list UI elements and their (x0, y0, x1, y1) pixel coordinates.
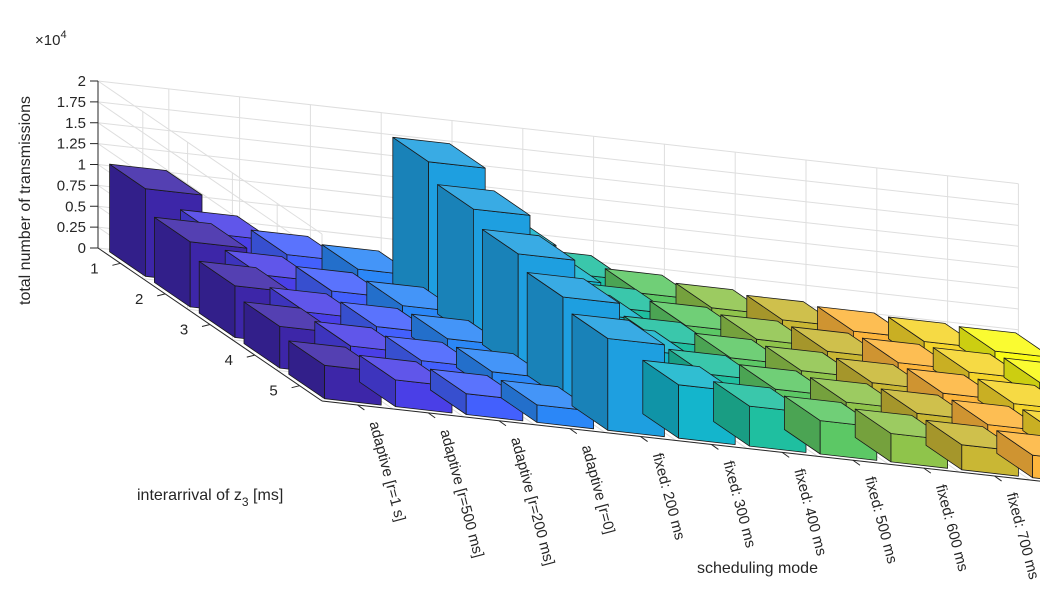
bar-top-face (996, 430, 1040, 457)
z-tick-label: 1.25 (57, 136, 86, 153)
x-tick-label: adaptive [r=200 ms] (507, 435, 558, 567)
z-axis-label: total number of transmissions (17, 96, 34, 305)
x-tick-label: adaptive [r=0] (578, 443, 618, 536)
x-tick-label: fixed: 400 ms (790, 467, 830, 558)
z-tick-label: 2 (78, 73, 86, 90)
z-tick-label: 0.5 (65, 198, 86, 215)
y-tick-mark (201, 324, 211, 327)
y-tick-label: 5 (269, 383, 277, 400)
x-tick-mark (923, 467, 932, 474)
x-tick-label: fixed: 300 ms (720, 459, 760, 550)
y-tick-mark (291, 385, 300, 389)
x-tick-mark (640, 436, 648, 442)
grid-line-back-z (97, 143, 1019, 247)
x-tick-mark (852, 459, 861, 466)
x-axis-label: scheduling mode (697, 560, 818, 577)
grid-line-back-z (97, 80, 1019, 185)
x-tick-mark (427, 412, 436, 419)
y-tick-label: 2 (135, 291, 143, 308)
bar-top-face (977, 378, 1040, 407)
bar-side-face (392, 136, 430, 309)
bar (642, 359, 736, 446)
z-exponent-base: ×10 (35, 32, 60, 49)
bar (359, 354, 453, 414)
x-tick-label: fixed: 700 ms (1003, 491, 1040, 582)
bar-top-face (437, 184, 531, 216)
grid-line-back-z (97, 184, 1019, 289)
x-tick-label: fixed: 600 ms (932, 483, 972, 574)
x-tick-mark (711, 444, 719, 450)
y-axis-label: interarrival of z3 [ms] (137, 487, 283, 509)
z-tick-label: 1.75 (57, 94, 86, 111)
y-tick-label: 4 (225, 352, 233, 369)
z-exponent-power: 4 (60, 29, 66, 41)
x-tick-mark (569, 428, 578, 435)
bar-side-face (437, 184, 474, 339)
bar-front-face (1032, 454, 1040, 479)
bars (109, 136, 1040, 479)
grid-line-back-z (97, 122, 1019, 226)
x-tick-label: adaptive [r=500 ms] (436, 428, 487, 560)
y-axis-label-unit: [ms] (249, 487, 284, 504)
bar-side-face (1022, 409, 1040, 443)
x-tick-label: adaptive [r=1 s] (366, 420, 409, 524)
z-tick-label: 1 (78, 157, 86, 174)
bar (1022, 409, 1040, 443)
z-tick-label: 0 (78, 240, 86, 257)
bar-top-face (392, 136, 486, 169)
x-tick-mark (357, 404, 365, 411)
bar-top-face (153, 216, 248, 249)
bar-top-face (481, 228, 576, 261)
bar-top-face (1003, 357, 1040, 383)
bar (713, 381, 807, 453)
y-tick-mark (246, 354, 255, 358)
z-tick-label: 1.5 (65, 115, 86, 132)
bar-top-face (571, 313, 665, 346)
bar-top-face (951, 399, 1040, 431)
z-tick-label: 0.75 (57, 177, 86, 194)
grid-line-left-z (97, 101, 323, 256)
grid-line-back-z (97, 164, 1019, 268)
z-tick-label: 0.25 (57, 219, 86, 236)
x-tick-mark (498, 420, 507, 427)
bar (500, 379, 594, 430)
y-tick-mark (157, 293, 166, 297)
x-tick-mark (994, 475, 1002, 482)
x-tick-label: fixed: 500 ms (861, 475, 901, 566)
bar-top-face (109, 163, 203, 196)
x-tick-mark (781, 451, 790, 458)
y-tick-label: 3 (180, 322, 188, 339)
bar (996, 430, 1040, 479)
grid-line-left-z (97, 80, 323, 235)
bar-top-face (958, 326, 1040, 357)
y-tick-mark (112, 262, 121, 266)
grid-line-back-z (97, 101, 1019, 206)
y-axis-label-main: interarrival of z (137, 487, 242, 504)
bar (784, 395, 878, 461)
x-tick-label: fixed: 200 ms (649, 451, 689, 542)
y-axis-label-sub: 3 (242, 495, 249, 509)
y-tick-label: 1 (90, 260, 98, 277)
z-exponent-label: ×104 (35, 29, 67, 49)
bar-top-face (1022, 409, 1040, 422)
bar-top-face (526, 272, 620, 304)
